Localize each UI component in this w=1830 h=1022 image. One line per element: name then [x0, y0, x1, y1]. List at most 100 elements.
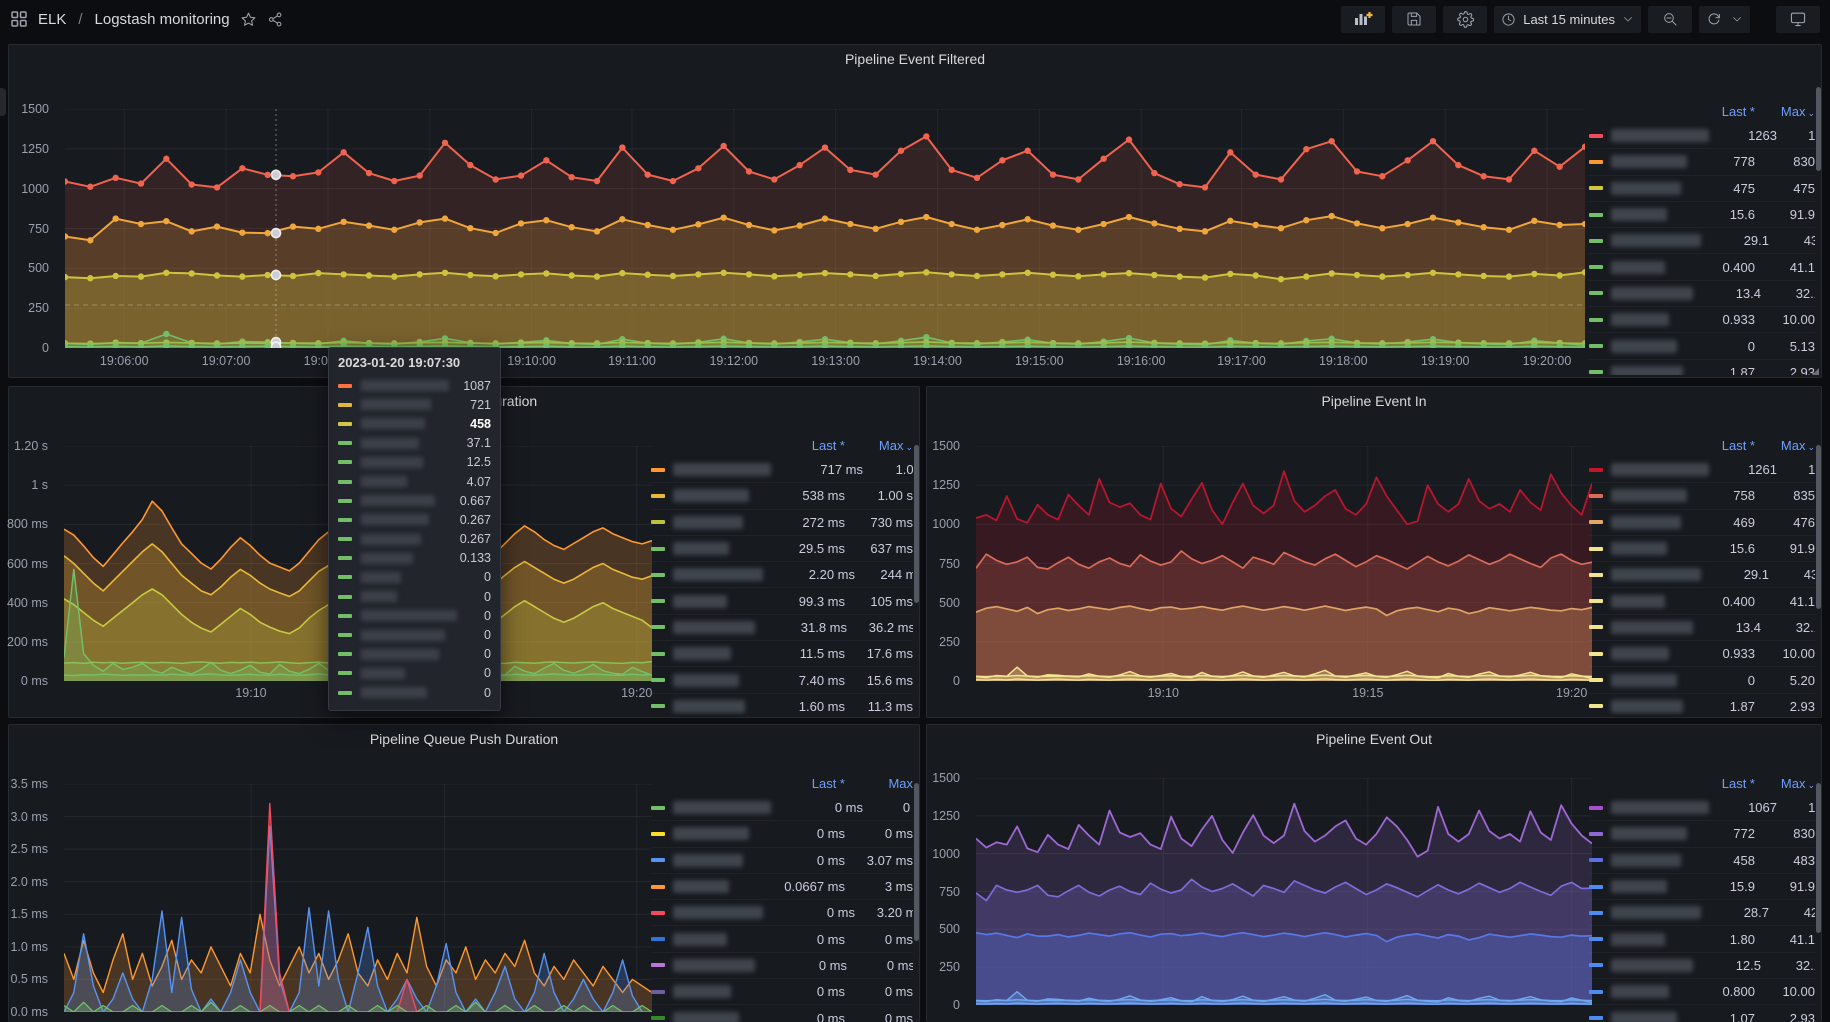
series-label-redacted[interactable]	[673, 827, 749, 841]
legend-row[interactable]: 0.800 10.00	[1589, 979, 1815, 1006]
series-label-redacted[interactable]	[1611, 260, 1665, 274]
series-label-redacted[interactable]	[1611, 339, 1677, 353]
series-label-redacted[interactable]	[673, 594, 727, 608]
series-label-redacted[interactable]	[673, 568, 763, 582]
series-label-redacted[interactable]	[1611, 620, 1693, 634]
legend-max-header[interactable]: Max ⌄	[1780, 437, 1815, 453]
legend-row[interactable]: 758 835	[1589, 483, 1815, 510]
series-label-redacted[interactable]	[673, 958, 755, 972]
series-label-redacted[interactable]	[1611, 906, 1701, 920]
legend-row[interactable]: 0 5.20	[1589, 667, 1815, 694]
legend-row[interactable]: 0.400 41.1	[1589, 254, 1815, 281]
series-label-redacted[interactable]	[673, 673, 739, 687]
series-label-redacted[interactable]	[1611, 208, 1667, 222]
series-label-redacted[interactable]	[673, 906, 763, 920]
panel-title[interactable]: Pipeline Queue Push Duration	[369, 731, 559, 747]
legend-row[interactable]: 15.6 91.9	[1589, 536, 1815, 563]
legend-scrollbar[interactable]	[914, 445, 919, 603]
legend-row[interactable]: 0.0667 ms 3 ms	[651, 874, 913, 901]
legend-max-header[interactable]: Max	[888, 775, 913, 791]
series-label-redacted[interactable]	[673, 1011, 739, 1022]
series-label-redacted[interactable]	[673, 542, 729, 556]
legend-row[interactable]: 13.4 32.1	[1589, 281, 1815, 308]
series-label-redacted[interactable]	[1611, 286, 1693, 300]
legend-row[interactable]: 11.5 ms 17.6 ms	[651, 641, 913, 668]
series-label-redacted[interactable]	[1611, 985, 1669, 999]
legend-last-header[interactable]: Last *	[811, 437, 845, 453]
series-label-redacted[interactable]	[673, 515, 743, 529]
series-label-redacted[interactable]	[1611, 880, 1667, 894]
series-label-redacted[interactable]	[1611, 234, 1701, 248]
series-label-redacted[interactable]	[673, 647, 731, 661]
legend-row[interactable]: 15.6 91.9	[1589, 202, 1815, 229]
series-label-redacted[interactable]	[673, 932, 727, 946]
series-label-redacted[interactable]	[1611, 932, 1665, 946]
legend-row[interactable]: 15.9 91.9	[1589, 874, 1815, 901]
legend-last-header[interactable]: Last *	[1721, 103, 1755, 119]
legend-row[interactable]: 29.1 43.5	[1589, 562, 1815, 589]
star-icon[interactable]	[240, 11, 257, 28]
tv-mode-button[interactable]	[1776, 5, 1820, 33]
legend-scrollbar[interactable]	[1816, 87, 1821, 171]
legend-row[interactable]: 29.5 ms 637 ms	[651, 536, 913, 563]
series-label-redacted[interactable]	[673, 853, 743, 867]
legend-scrollbar[interactable]	[1816, 445, 1821, 609]
legend-row[interactable]: 772 830	[1589, 821, 1815, 848]
legend-row[interactable]: 0 ms 3.20 ms	[651, 900, 913, 927]
series-label-redacted[interactable]	[673, 489, 749, 503]
apps-grid-icon[interactable]	[10, 10, 28, 28]
series-label-redacted[interactable]	[1611, 1011, 1677, 1022]
legend-row[interactable]: 0 ms 0 ms	[651, 926, 913, 953]
sidebar-toggle-notch[interactable]	[0, 88, 6, 116]
dashboard-settings-button[interactable]	[1443, 5, 1488, 33]
refresh-button[interactable]	[1699, 5, 1750, 33]
legend-row[interactable]: 0.933 10.00	[1589, 641, 1815, 668]
legend-row[interactable]: 0 ms 0 ms	[651, 795, 913, 822]
chart-plot-area[interactable]	[61, 108, 1589, 353]
legend-scrollbar[interactable]	[914, 783, 919, 941]
legend-row[interactable]: 0 ms 0 ms	[651, 1005, 913, 1022]
panel-title[interactable]: Pipeline Event In	[1321, 393, 1427, 409]
legend-row[interactable]: 475 475	[1589, 176, 1815, 202]
legend-row[interactable]: 458 483	[1589, 848, 1815, 874]
series-label-redacted[interactable]	[1611, 853, 1681, 867]
breadcrumb-page-title[interactable]: Logstash monitoring	[94, 10, 230, 28]
legend-row[interactable]: 1.07 2.93	[1589, 1005, 1815, 1022]
panel-title[interactable]: Pipeline Event Filtered	[844, 51, 986, 67]
refresh-interval-chevron-icon[interactable]	[1731, 13, 1743, 25]
legend-row[interactable]: 717 ms 1.02 s	[651, 457, 913, 484]
legend-row[interactable]: 12.5 32.1	[1589, 953, 1815, 980]
legend-row[interactable]: 31.8 ms 36.2 ms	[651, 615, 913, 642]
legend-row[interactable]: 0 5.13	[1589, 333, 1815, 360]
save-dashboard-button[interactable]	[1392, 5, 1437, 33]
legend-row[interactable]: 0 ms 0 ms	[651, 979, 913, 1006]
series-label-redacted[interactable]	[673, 880, 729, 894]
series-label-redacted[interactable]	[1611, 958, 1693, 972]
zoom-out-time-button[interactable]	[1648, 5, 1692, 33]
legend-last-header[interactable]: Last *	[1721, 437, 1755, 453]
panel-resize-handle[interactable]	[1812, 368, 1819, 375]
series-label-redacted[interactable]	[1611, 129, 1709, 143]
series-label-redacted[interactable]	[1611, 365, 1683, 375]
series-label-redacted[interactable]	[1611, 313, 1669, 327]
chart-plot-area[interactable]	[63, 783, 653, 1013]
series-label-redacted[interactable]	[1611, 827, 1687, 841]
legend-row[interactable]: 28.7 42.7	[1589, 900, 1815, 927]
legend-row[interactable]: 7.40 ms 15.6 ms	[651, 667, 913, 694]
legend-row[interactable]: 99.3 ms 105 ms	[651, 588, 913, 615]
chart-plot-area[interactable]	[975, 445, 1593, 682]
add-panel-button[interactable]	[1341, 5, 1386, 33]
time-range-picker[interactable]: Last 15 minutes	[1494, 5, 1641, 33]
legend-row[interactable]: 2.20 ms 244 ms	[651, 562, 913, 589]
series-label-redacted[interactable]	[673, 985, 731, 999]
legend-max-header[interactable]: Max ⌄	[878, 437, 913, 453]
legend-row[interactable]: 0.933 10.00	[1589, 307, 1815, 334]
legend-row[interactable]: 0 ms 0 ms	[651, 953, 913, 980]
legend-row[interactable]: 1.87 2.93	[1589, 694, 1815, 715]
series-label-redacted[interactable]	[1611, 463, 1709, 477]
series-label-redacted[interactable]	[1611, 568, 1701, 582]
share-icon[interactable]	[267, 11, 284, 28]
chart-plot-area[interactable]	[975, 777, 1593, 1006]
